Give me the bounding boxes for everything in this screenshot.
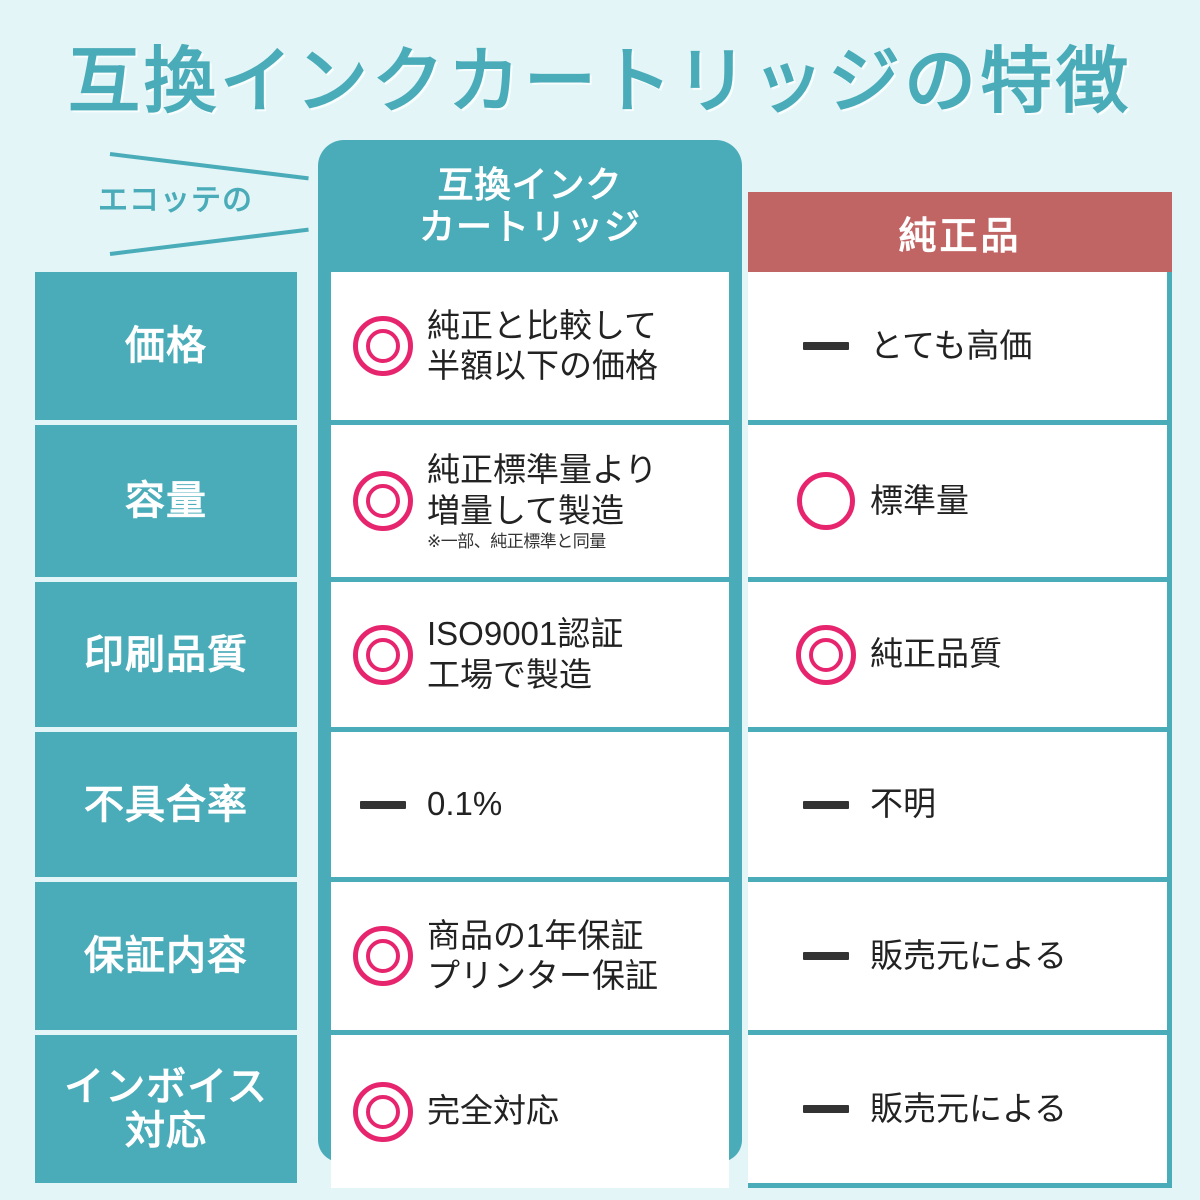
double-circle-icon bbox=[353, 1081, 413, 1142]
compatible-value-text: 商品の1年保証 プリンター保証 bbox=[427, 916, 658, 994]
compatible-mark bbox=[345, 767, 421, 843]
compatible-value-note: ※一部、純正標準と同量 bbox=[427, 531, 606, 551]
compatible-value-cell: 完全対応 bbox=[331, 1035, 729, 1188]
compatible-mark bbox=[345, 463, 421, 539]
genuine-value-text: とても高価 bbox=[870, 326, 1033, 364]
genuine-value-cell: 標準量 bbox=[748, 425, 1172, 582]
page-title: 互換インクカートリッジの特徴 bbox=[67, 42, 1132, 122]
genuine-value-cell: 不明 bbox=[748, 732, 1172, 882]
genuine-value-text: 販売元による bbox=[870, 1089, 1068, 1127]
feature-label-cell: 印刷品質 bbox=[35, 582, 297, 727]
genuine-value-column: とても高価標準量純正品質不明販売元による 販売元による bbox=[748, 272, 1172, 1188]
dash-icon bbox=[803, 342, 849, 350]
dash-icon bbox=[803, 1105, 849, 1113]
compatible-header-line1: 互換インク bbox=[437, 163, 623, 205]
compatible-mark bbox=[345, 1074, 421, 1150]
compatible-value-text: 純正と比較して 半額以下の価格 bbox=[427, 306, 658, 384]
compatible-value-text: 完全対応 bbox=[427, 1092, 559, 1130]
feature-label-column: 価格 容量 印刷品質 不具合率 保証内容 インボイス 対応 bbox=[35, 272, 297, 1188]
genuine-mark bbox=[788, 617, 864, 693]
double-circle-icon bbox=[353, 624, 413, 685]
genuine-mark bbox=[788, 463, 864, 539]
genuine-value-text: 標準量 bbox=[870, 481, 969, 519]
compatible-value-cell: 純正と比較して 半額以下の価格 bbox=[331, 272, 729, 425]
compatible-mark bbox=[345, 308, 421, 384]
single-circle-icon bbox=[797, 472, 855, 530]
dash-icon bbox=[803, 952, 849, 960]
feature-label-cell: 価格 bbox=[35, 272, 297, 420]
double-circle-icon bbox=[353, 316, 413, 376]
feature-label-cell: 不具合率 bbox=[35, 732, 297, 877]
genuine-mark bbox=[788, 767, 864, 843]
genuine-value-text: 販売元による bbox=[870, 936, 1068, 974]
genuine-value-text: 純正品質 bbox=[870, 635, 1002, 673]
eco-brand-label: エコッテの bbox=[98, 184, 253, 217]
compatible-column-header: 互換インク カートリッジ bbox=[318, 140, 742, 272]
compatible-value-text: ISO9001認証 工場で製造 bbox=[427, 615, 624, 693]
genuine-value-cell: 販売元による bbox=[748, 882, 1172, 1035]
genuine-mark bbox=[788, 308, 864, 384]
genuine-column-header: 純正品 bbox=[748, 192, 1172, 272]
compatible-header-line2: カートリッジ bbox=[418, 206, 641, 247]
compatible-value-text: 0.1% bbox=[427, 785, 503, 823]
genuine-value-cell: 純正品質 bbox=[748, 582, 1172, 732]
eco-bracket-line-bottom bbox=[109, 227, 309, 256]
feature-label-cell: インボイス 対応 bbox=[35, 1035, 297, 1183]
genuine-value-cell: とても高価 bbox=[748, 272, 1172, 425]
genuine-mark bbox=[788, 918, 864, 994]
compatible-value-cell: 純正標準量より 増量して製造 ※一部、純正標準と同量 bbox=[331, 425, 729, 582]
double-circle-icon bbox=[353, 926, 413, 986]
double-circle-icon bbox=[796, 624, 856, 685]
compatible-value-column: 純正と比較して 半額以下の価格 純正標準量より 増量して製造 ※一部、純正標準と同量… bbox=[331, 272, 729, 1188]
dash-icon bbox=[360, 800, 406, 809]
genuine-value-cell: 販売元による bbox=[748, 1035, 1172, 1188]
compatible-value-cell: 0.1% bbox=[331, 732, 729, 882]
feature-label-cell: 容量 bbox=[35, 425, 297, 577]
feature-label-cell: 保証内容 bbox=[35, 882, 297, 1030]
compatible-value-text: 純正標準量より 増量して製造 bbox=[427, 451, 658, 529]
compatible-value-cell: ISO9001認証 工場で製造 bbox=[331, 582, 729, 732]
compatible-mark bbox=[345, 918, 421, 994]
double-circle-icon bbox=[353, 471, 413, 531]
compatible-value-cell: 商品の1年保証 プリンター保証 bbox=[331, 882, 729, 1035]
compatible-mark bbox=[345, 617, 421, 693]
genuine-mark bbox=[788, 1071, 864, 1147]
genuine-value-text: 不明 bbox=[870, 785, 936, 823]
dash-icon bbox=[803, 800, 849, 809]
